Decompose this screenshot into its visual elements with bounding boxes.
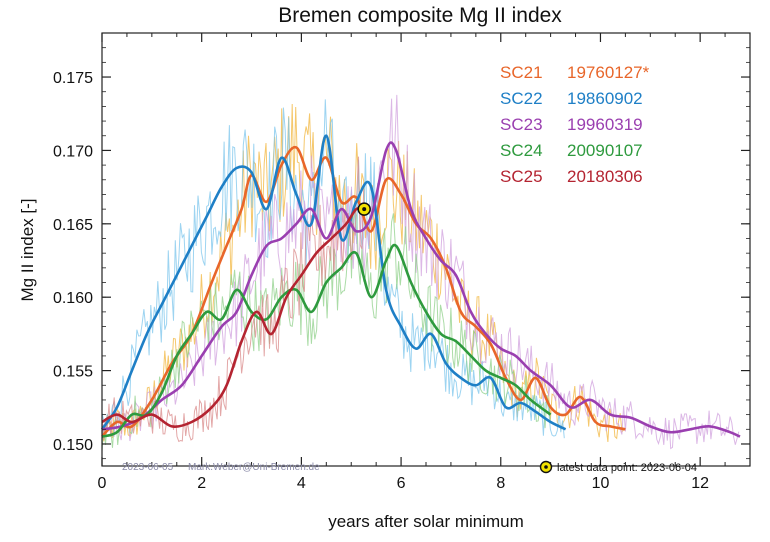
raw-series-SC23 xyxy=(101,94,740,450)
y-tick-label: 0.170 xyxy=(53,143,93,160)
footer: 2023-06-05 Mark.Weber@Uni-Bremen.de xyxy=(122,462,320,473)
raw-series-SC21 xyxy=(101,103,624,443)
x-axis: 0 2 4 6 8 10 12 xyxy=(98,33,726,492)
latest-data-marker xyxy=(357,202,371,216)
y-tick-label: 0.150 xyxy=(53,437,93,454)
legend-name-SC24: SC24 xyxy=(500,141,543,160)
legend: SC21 19760127* SC22 19860902 SC23 19960319 SC2… xyxy=(500,63,650,186)
legend-name-SC25: SC25 xyxy=(500,167,543,186)
legend-name-SC23: SC23 xyxy=(500,115,543,134)
series-line-SC24 xyxy=(101,243,552,438)
latest-point-inner xyxy=(362,207,367,212)
raw-series-SC25 xyxy=(101,156,365,443)
x-tick-label: 2 xyxy=(197,475,206,492)
y-tick-label: 0.175 xyxy=(53,70,93,87)
legend-date-SC25: 20180306 xyxy=(567,167,643,186)
legend-name-SC21: SC21 xyxy=(500,63,543,82)
series-line-SC23 xyxy=(101,141,741,438)
series-layer xyxy=(100,134,741,438)
chart-title: Bremen composite Mg II index xyxy=(278,4,562,27)
legend-date-SC22: 19860902 xyxy=(567,89,643,108)
y-tick-label: 0.160 xyxy=(53,290,93,307)
x-axis-label: years after solar minimum xyxy=(328,512,524,531)
legend-date-SC23: 19960319 xyxy=(567,115,643,134)
raw-noise-layer xyxy=(101,94,740,452)
legend-date-SC21: 19760127* xyxy=(567,63,650,82)
y-tick-label: 0.155 xyxy=(53,364,93,381)
x-tick-label: 8 xyxy=(496,475,505,492)
series-line-SC21 xyxy=(101,145,626,438)
legend-date-SC24: 20090107 xyxy=(567,141,643,160)
y-axis-label: Mg II index [-] xyxy=(18,199,37,302)
latest-legend-marker-inner xyxy=(544,465,548,469)
series-line-SC25 xyxy=(101,206,365,428)
y-axis: 0.150 0.155 0.160 0.165 0.170 0.175 xyxy=(53,47,750,460)
latest-legend-label: latest data point: 2023-06-04 xyxy=(557,462,697,474)
x-tick-label: 4 xyxy=(297,475,306,492)
y-tick-label: 0.165 xyxy=(53,217,93,234)
series-line-SC22 xyxy=(100,134,567,431)
x-tick-label: 10 xyxy=(592,475,610,492)
x-tick-label: 6 xyxy=(397,475,406,492)
footer-email: Mark.Weber@Uni-Bremen.de xyxy=(188,462,320,473)
legend-name-SC22: SC22 xyxy=(500,89,543,108)
x-tick-label: 12 xyxy=(691,475,709,492)
latest-legend: latest data point: 2023-06-04 xyxy=(539,460,697,474)
x-tick-label: 0 xyxy=(98,475,107,492)
footer-date: 2023-06-05 xyxy=(122,462,174,473)
